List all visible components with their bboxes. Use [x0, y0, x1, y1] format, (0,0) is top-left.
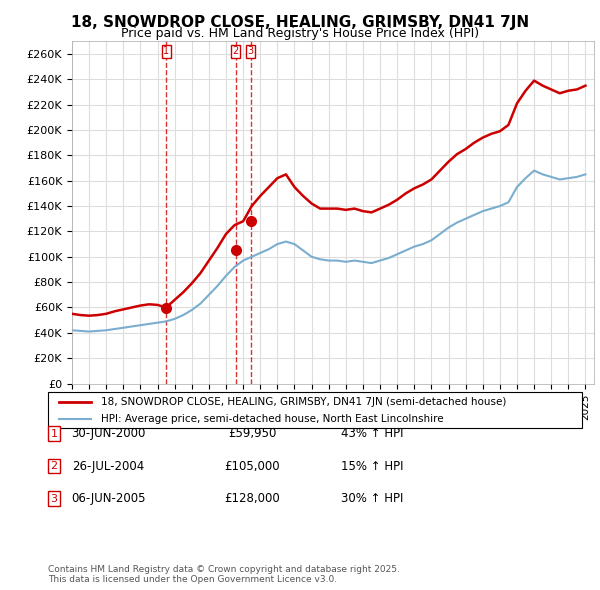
Text: 43% ↑ HPI: 43% ↑ HPI — [341, 427, 403, 440]
Text: 26-JUL-2004: 26-JUL-2004 — [72, 460, 144, 473]
Text: 18, SNOWDROP CLOSE, HEALING, GRIMSBY, DN41 7JN: 18, SNOWDROP CLOSE, HEALING, GRIMSBY, DN… — [71, 15, 529, 30]
Text: £105,000: £105,000 — [224, 460, 280, 473]
Text: Contains HM Land Registry data © Crown copyright and database right 2025.
This d: Contains HM Land Registry data © Crown c… — [48, 565, 400, 584]
Text: HPI: Average price, semi-detached house, North East Lincolnshire: HPI: Average price, semi-detached house,… — [101, 414, 444, 424]
Text: £128,000: £128,000 — [224, 492, 280, 505]
Text: £59,950: £59,950 — [228, 427, 276, 440]
Text: 3: 3 — [50, 494, 58, 503]
Text: 1: 1 — [50, 429, 58, 438]
Text: 15% ↑ HPI: 15% ↑ HPI — [341, 460, 403, 473]
Text: 30-JUN-2000: 30-JUN-2000 — [71, 427, 145, 440]
Text: 18, SNOWDROP CLOSE, HEALING, GRIMSBY, DN41 7JN (semi-detached house): 18, SNOWDROP CLOSE, HEALING, GRIMSBY, DN… — [101, 397, 507, 407]
Text: 3: 3 — [247, 47, 254, 57]
Text: 2: 2 — [50, 461, 58, 471]
Text: 06-JUN-2005: 06-JUN-2005 — [71, 492, 145, 505]
Text: 2: 2 — [233, 47, 239, 57]
FancyBboxPatch shape — [48, 392, 582, 428]
Text: Price paid vs. HM Land Registry's House Price Index (HPI): Price paid vs. HM Land Registry's House … — [121, 27, 479, 40]
Text: 30% ↑ HPI: 30% ↑ HPI — [341, 492, 403, 505]
Text: 1: 1 — [163, 47, 169, 57]
